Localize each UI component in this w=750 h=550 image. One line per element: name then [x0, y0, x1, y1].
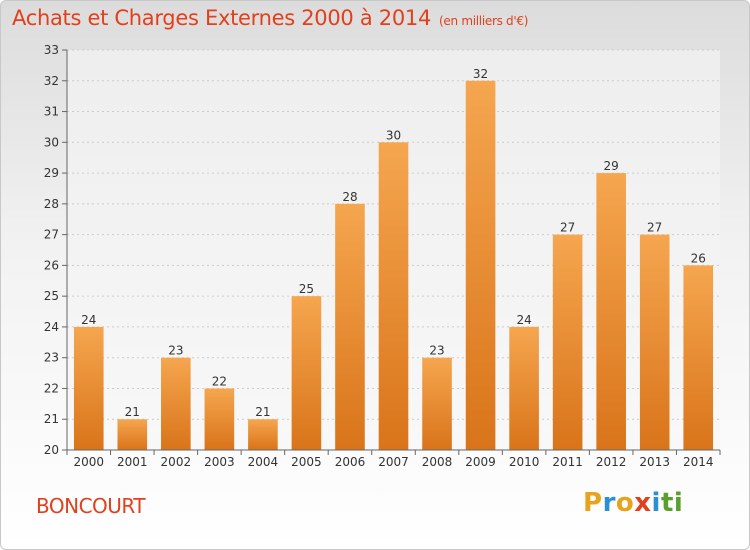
bar-value-label: 24 [516, 313, 531, 327]
x-tick-label: 2000 [73, 455, 104, 469]
x-tick-label: 2012 [596, 455, 627, 469]
bar-2001[interactable] [117, 419, 148, 450]
bar-2010[interactable] [509, 326, 539, 450]
logo-letter: o [615, 488, 635, 518]
bar-2013[interactable] [639, 234, 670, 450]
y-tick-label: 32 [44, 74, 59, 88]
x-tick-label: 2001 [117, 455, 148, 469]
bar-value-label: 28 [342, 190, 357, 204]
bar-value-label: 25 [299, 282, 314, 296]
x-tick-label: 2009 [465, 455, 496, 469]
x-tick-label: 2011 [552, 455, 583, 469]
axes: 20 21 22 23 24 25 26 27 28 29 30 31 32 33 2000 2001 2002… [44, 43, 721, 469]
x-tick-label: 2004 [248, 455, 279, 469]
bar-2002[interactable] [161, 357, 191, 450]
commune-name: BONCOURT [36, 494, 146, 518]
x-tick-label: 2006 [335, 455, 366, 469]
bar-value-label: 27 [647, 221, 662, 235]
y-tick-label: 21 [44, 412, 59, 426]
bar-value-label: 23 [168, 344, 183, 358]
bar-2004[interactable] [248, 419, 278, 450]
bar-value-label: 21 [255, 405, 270, 419]
bar-value-label: 22 [212, 374, 227, 388]
bar-2007[interactable] [378, 142, 409, 451]
bar-2008[interactable] [422, 357, 452, 450]
y-tick-label: 23 [44, 351, 59, 365]
logo-letter: x [634, 488, 652, 518]
chart-title: Achats et Charges Externes 2000 à 2014 (e… [12, 6, 528, 30]
bar-value-label: 21 [125, 405, 140, 419]
bar-2005[interactable] [291, 296, 322, 450]
logo-letter: t [660, 488, 674, 518]
bar-value-label: 29 [604, 159, 619, 173]
x-tick-label: 2013 [639, 455, 670, 469]
y-tick-label: 31 [44, 105, 59, 119]
y-tick-label: 29 [44, 166, 59, 180]
logo-letter: i [651, 488, 661, 518]
y-tick-label: 26 [44, 258, 59, 272]
logo-letter: r [602, 488, 616, 518]
logo-letter: P [583, 488, 603, 518]
y-tick-label: 25 [44, 289, 59, 303]
bar-2000[interactable] [73, 326, 104, 450]
bar-value-label: 26 [691, 251, 706, 265]
y-tick-label: 33 [44, 43, 59, 57]
bar-2009[interactable] [465, 80, 496, 451]
y-tick-label: 22 [44, 381, 59, 395]
bar-value-label: 27 [560, 221, 575, 235]
y-tick-label: 30 [44, 135, 59, 149]
bar-value-label: 23 [429, 344, 444, 358]
x-tick-label: 2003 [204, 455, 235, 469]
y-tick-label: 24 [44, 320, 59, 334]
proxiti-logo[interactable]: Proxiti [583, 488, 683, 518]
y-tick-label: 27 [44, 228, 59, 242]
title-text: Achats et Charges Externes 2000 à 2014 [12, 6, 432, 30]
x-tick-label: 2008 [422, 455, 453, 469]
bar-2006[interactable] [335, 203, 365, 450]
y-tick-label: 28 [44, 197, 59, 211]
bars: 24 21 23 22 21 25 28 30 23 32 24 27 29 27 26 [73, 67, 714, 451]
bar-2003[interactable] [204, 388, 235, 450]
x-tick-label: 2010 [509, 455, 540, 469]
chart-subtitle: (en milliers d'€) [439, 14, 529, 28]
bar-value-label: 24 [81, 313, 96, 327]
bar-value-label: 32 [473, 67, 488, 81]
bar-value-label: 30 [386, 128, 401, 142]
logo-letter: i [673, 488, 684, 518]
x-tick-label: 2007 [378, 455, 409, 469]
bar-2014[interactable] [683, 265, 714, 450]
y-tick-label: 20 [44, 443, 59, 457]
bar-2012[interactable] [596, 173, 626, 451]
x-tick-label: 2002 [161, 455, 192, 469]
x-tick-label: 2005 [291, 455, 322, 469]
x-tick-label: 2014 [683, 455, 714, 469]
bar-2011[interactable] [552, 234, 583, 450]
